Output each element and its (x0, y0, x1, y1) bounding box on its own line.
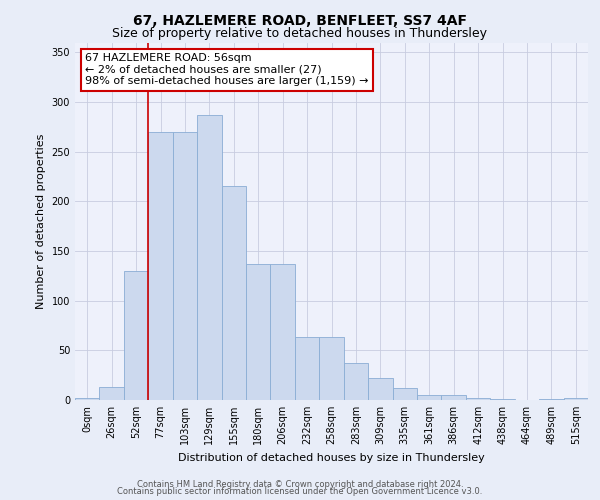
Text: 67, HAZLEMERE ROAD, BENFLEET, SS7 4AF: 67, HAZLEMERE ROAD, BENFLEET, SS7 4AF (133, 14, 467, 28)
Text: Size of property relative to detached houses in Thundersley: Size of property relative to detached ho… (113, 28, 487, 40)
Bar (368, 378, 392, 400)
Bar (221, 186, 246, 400)
Bar (563, 398, 588, 400)
Bar (124, 271, 148, 400)
Bar (173, 132, 197, 400)
Bar (197, 115, 221, 400)
Text: Contains public sector information licensed under the Open Government Licence v3: Contains public sector information licen… (118, 488, 482, 496)
Y-axis label: Number of detached properties: Number of detached properties (36, 134, 46, 309)
Bar (319, 338, 344, 400)
Bar (442, 395, 466, 400)
Bar (466, 398, 490, 400)
Bar (539, 399, 563, 400)
Bar (344, 364, 368, 400)
Bar (100, 387, 124, 400)
Text: 67 HAZLEMERE ROAD: 56sqm
← 2% of detached houses are smaller (27)
98% of semi-de: 67 HAZLEMERE ROAD: 56sqm ← 2% of detache… (85, 53, 369, 86)
Bar (75, 398, 100, 400)
X-axis label: Distribution of detached houses by size in Thundersley: Distribution of detached houses by size … (178, 452, 485, 462)
Text: Contains HM Land Registry data © Crown copyright and database right 2024.: Contains HM Land Registry data © Crown c… (137, 480, 463, 489)
Bar (417, 395, 442, 400)
Bar (392, 388, 417, 400)
Bar (246, 264, 271, 400)
Bar (295, 338, 319, 400)
Bar (271, 264, 295, 400)
Bar (148, 132, 173, 400)
Bar (490, 399, 515, 400)
